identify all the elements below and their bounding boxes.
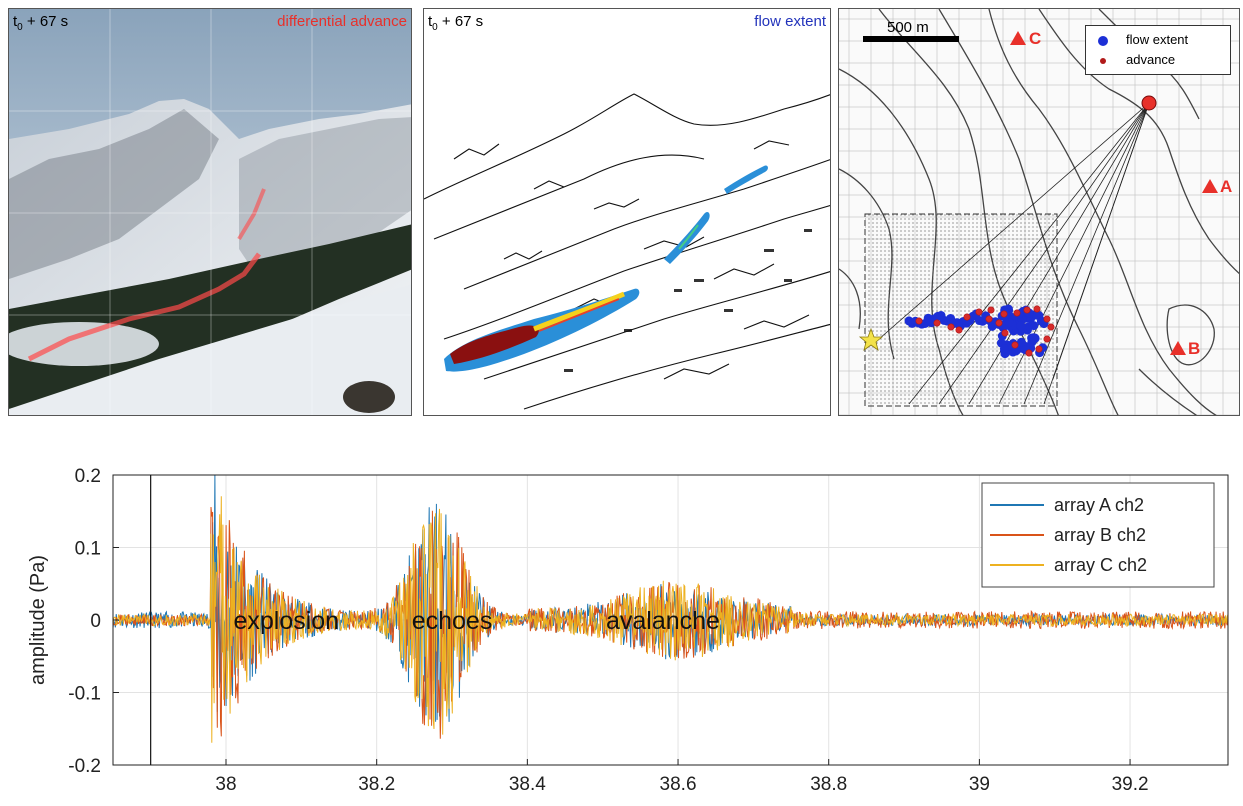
station-a-marker xyxy=(1202,179,1218,193)
photo-title: differential advance xyxy=(277,13,407,30)
advance-point xyxy=(1011,341,1019,349)
advance-point xyxy=(963,313,971,321)
advance-point xyxy=(947,323,955,331)
flow-extent-point xyxy=(1016,337,1026,347)
annotation-label: avalanche xyxy=(606,607,720,635)
station-b-label: B xyxy=(1188,339,1201,358)
advance-point xyxy=(933,319,941,327)
legend-advance-label: advance xyxy=(1126,52,1176,67)
annotation-label: explosion xyxy=(233,607,339,635)
flow-extent-point xyxy=(1004,318,1014,328)
advance-point xyxy=(1047,323,1055,331)
advance-point xyxy=(1043,315,1051,323)
x-tick-label: 38.8 xyxy=(810,774,847,795)
scalebar-label: 500 m xyxy=(887,19,929,36)
advance-point xyxy=(995,319,1003,327)
y-tick-label: -0.1 xyxy=(68,684,101,705)
y-tick-label: 0 xyxy=(90,611,101,632)
station-c-marker xyxy=(1010,31,1026,45)
map-panel: 500 m C A B flow extent advance xyxy=(838,8,1240,416)
advance-point xyxy=(1043,335,1051,343)
x-tick-label: 38 xyxy=(215,774,236,795)
legend-entry: array A ch2 xyxy=(1054,495,1144,515)
flow-extent-image xyxy=(424,93,830,410)
advance-point xyxy=(1000,310,1008,318)
advance-point xyxy=(915,317,923,325)
flow-extent-point xyxy=(1011,346,1021,356)
advance-point xyxy=(1001,329,1009,337)
flow-extent-point xyxy=(999,344,1009,354)
legend-flow-marker xyxy=(1098,36,1108,46)
x-tick-label: 38.2 xyxy=(358,774,395,795)
mountain-photo xyxy=(9,9,411,415)
series-line xyxy=(112,496,1229,743)
flow-time-label: t0 + 67 s xyxy=(428,13,484,33)
flow-extent-point xyxy=(1028,333,1038,343)
advance-point xyxy=(1023,306,1031,314)
flow-extent-point xyxy=(1016,321,1026,331)
y-tick-label: 0.1 xyxy=(75,539,101,560)
infrasound-plot: 38 38.2 38.4 38.6 38.8 39 39.2 -0.2 -0.1 0 0.1 0.2 a… xyxy=(0,445,1243,806)
advance-point xyxy=(1033,305,1041,313)
legend-advance-marker xyxy=(1100,58,1106,64)
advance-point xyxy=(985,315,993,323)
advance-point xyxy=(1035,345,1043,353)
advance-point xyxy=(975,308,983,316)
y-tick-label: -0.2 xyxy=(68,756,101,777)
map-view xyxy=(839,9,1239,415)
photo-time-label: t0 + 67 s xyxy=(13,13,69,33)
advance-point xyxy=(1013,309,1021,317)
flow-title: flow extent xyxy=(754,13,826,30)
advance-point xyxy=(955,326,963,334)
y-axis-label: amplitude (Pa) xyxy=(27,555,49,685)
x-tick-label: 39 xyxy=(969,774,990,795)
flow-extent-point xyxy=(1032,310,1042,320)
x-tick-label: 38.6 xyxy=(660,774,697,795)
x-tick-label: 38.4 xyxy=(509,774,546,795)
station-b-marker xyxy=(1170,341,1186,355)
advance-point xyxy=(1025,349,1033,357)
legend-flow-label: flow extent xyxy=(1126,32,1189,47)
y-tick-label: 0.2 xyxy=(75,466,101,487)
legend-entry: array C ch2 xyxy=(1054,555,1147,575)
annotation-label: echoes xyxy=(412,607,493,635)
advance-point xyxy=(987,306,995,314)
station-c-label: C xyxy=(1029,29,1042,48)
map-legend: flow extent advance xyxy=(1085,25,1231,75)
photo-panel: t0 + 67 s differential advance xyxy=(8,8,412,416)
flow-panel: t0 + 67 s flow extent xyxy=(423,8,831,416)
station-a-label: A xyxy=(1220,177,1233,196)
legend-entry: array B ch2 xyxy=(1054,525,1146,545)
x-tick-label: 39.2 xyxy=(1112,774,1149,795)
